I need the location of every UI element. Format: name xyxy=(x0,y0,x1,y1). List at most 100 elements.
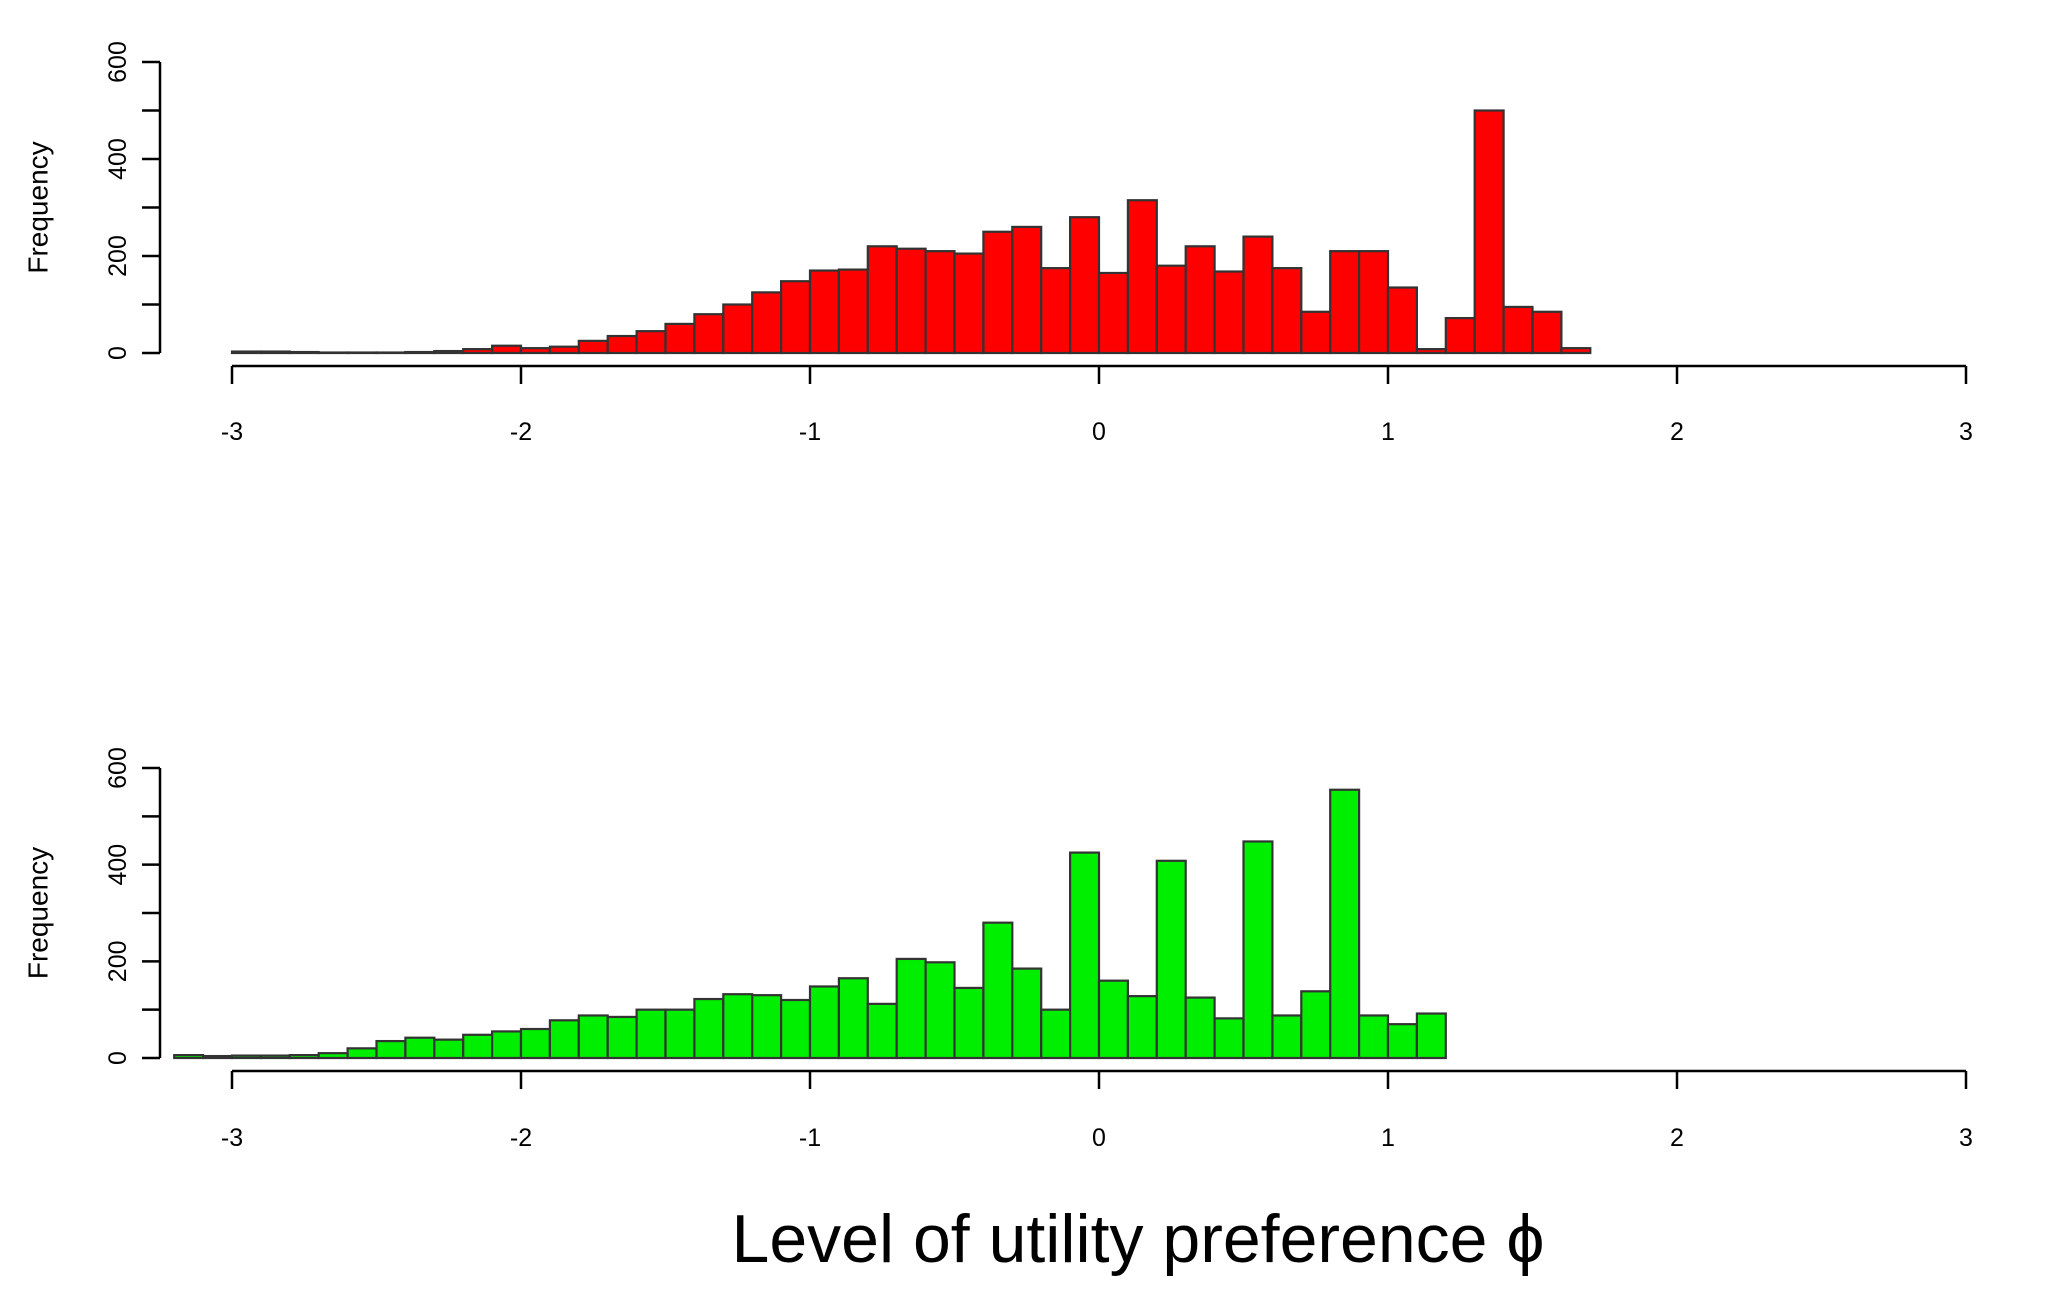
histogram-bar xyxy=(1386,286,1418,355)
x-axis: -3 -2 -1 0 1 2 3 xyxy=(221,364,1973,446)
x-tick-label: 3 xyxy=(1959,418,1973,446)
histogram-bar xyxy=(1213,270,1245,355)
histogram-bar xyxy=(1271,267,1303,355)
histogram-bar xyxy=(230,350,262,355)
histogram-bar xyxy=(808,269,840,355)
histogram-bar xyxy=(693,997,725,1060)
y-axis-title: Frequency xyxy=(23,141,54,273)
histogram-bar xyxy=(1011,225,1043,355)
histogram-bar xyxy=(722,303,754,355)
y-tick-label: 400 xyxy=(104,138,132,180)
histogram-bar xyxy=(1068,216,1101,355)
histogram-bar xyxy=(751,291,783,355)
histogram-bar xyxy=(577,339,609,355)
y-axis-title: Frequency xyxy=(23,847,54,979)
histogram-bar xyxy=(866,1002,898,1060)
histogram-bar xyxy=(288,1053,320,1060)
x-tick-label: 0 xyxy=(1092,1124,1106,1152)
histogram-green: -3 -2 -1 0 1 2 3 0 200 400 600 Frequency xyxy=(23,747,1973,1152)
histogram-bar xyxy=(1415,348,1447,355)
histogram-bar xyxy=(779,280,812,355)
histogram-bar xyxy=(1242,235,1274,355)
histogram-bar xyxy=(1213,1017,1245,1060)
y-tick-label: 0 xyxy=(104,346,132,360)
histogram-bar xyxy=(1444,316,1476,355)
histogram-bar xyxy=(491,1030,523,1060)
histogram-bar xyxy=(635,330,667,355)
histogram-bar xyxy=(779,998,812,1060)
histogram-bar xyxy=(1068,851,1101,1060)
histogram-bar xyxy=(1502,305,1534,355)
x-tick-label: -3 xyxy=(221,1124,243,1152)
histogram-bar xyxy=(953,252,985,355)
x-axis: -3 -2 -1 0 1 2 3 xyxy=(221,1069,1973,1152)
histogram-bar xyxy=(837,268,869,355)
histogram-bar xyxy=(288,350,320,355)
x-tick-label: 3 xyxy=(1959,1124,1973,1152)
histogram-bar xyxy=(1126,199,1158,355)
histogram-bar xyxy=(751,994,783,1060)
y-tick-label: 600 xyxy=(104,41,132,83)
histogram-bar xyxy=(1415,1012,1447,1060)
x-tick-label: -3 xyxy=(221,418,243,446)
histogram-bar xyxy=(230,1054,262,1060)
y-tick-label: 200 xyxy=(104,940,132,982)
histogram-bar xyxy=(259,1054,291,1060)
histogram-bar xyxy=(1473,109,1505,355)
y-tick-label: 600 xyxy=(104,747,132,789)
histogram-bar xyxy=(1329,788,1361,1060)
histogram-bar xyxy=(722,993,754,1060)
histogram-bar xyxy=(1531,310,1563,355)
histogram-bar xyxy=(895,957,927,1060)
x-tick-label: 2 xyxy=(1670,1124,1684,1152)
histogram-bar xyxy=(982,921,1014,1060)
y-axis: 0 200 400 600 xyxy=(104,41,162,360)
histogram-bar xyxy=(1040,267,1072,355)
y-tick-label: 0 xyxy=(104,1051,132,1065)
histogram-bar xyxy=(173,1053,205,1060)
histogram-bar xyxy=(462,1033,494,1060)
histogram-bar xyxy=(606,334,638,355)
histogram-bar xyxy=(664,1008,696,1060)
histogram-bar xyxy=(1386,1023,1418,1060)
histogram-bar xyxy=(924,961,956,1060)
histogram-bar xyxy=(519,347,551,355)
y-tick-label: 200 xyxy=(104,235,132,277)
histogram-bar xyxy=(1184,245,1216,355)
x-tick-label: 0 xyxy=(1092,418,1106,446)
x-tick-label: -2 xyxy=(510,1124,532,1152)
figure-caption: Level of utility preference ϕ xyxy=(732,1201,1545,1277)
histogram-bar xyxy=(1560,347,1592,355)
histogram-bar xyxy=(1040,1008,1072,1060)
histogram-bar xyxy=(577,1014,609,1060)
histogram-bar xyxy=(1155,859,1187,1060)
histogram-bar xyxy=(1357,250,1390,355)
histogram-bar xyxy=(202,1054,234,1060)
histogram-bar xyxy=(982,230,1014,355)
histogram-red: -3 -2 -1 0 1 2 3 0 200 400 600 Frequency xyxy=(23,41,1973,446)
histogram-bar xyxy=(462,348,494,355)
histogram-bar xyxy=(606,1015,638,1060)
histogram-bar xyxy=(635,1008,667,1060)
histogram-bar xyxy=(548,1019,580,1060)
histogram-bar xyxy=(924,250,956,355)
histogram-bar xyxy=(693,313,725,355)
histogram-bar xyxy=(1357,1014,1390,1060)
x-tick-label: 1 xyxy=(1381,1124,1395,1152)
bars xyxy=(173,788,1447,1060)
histogram-bar xyxy=(491,344,523,355)
histogram-bar xyxy=(1271,1014,1303,1060)
histogram-bar xyxy=(1126,995,1158,1060)
histogram-bar xyxy=(548,345,580,355)
histogram-bar xyxy=(1097,979,1129,1060)
histogram-bar xyxy=(808,985,840,1060)
x-tick-label: -1 xyxy=(799,1124,821,1152)
histogram-bar xyxy=(1155,264,1187,355)
histogram-bar xyxy=(664,322,696,355)
histogram-bar xyxy=(1300,990,1332,1060)
histogram-bar xyxy=(866,245,898,355)
histogram-bar xyxy=(404,1036,436,1060)
histogram-bar xyxy=(1329,250,1361,355)
x-tick-label: 1 xyxy=(1381,418,1395,446)
histogram-bar xyxy=(317,1052,349,1060)
